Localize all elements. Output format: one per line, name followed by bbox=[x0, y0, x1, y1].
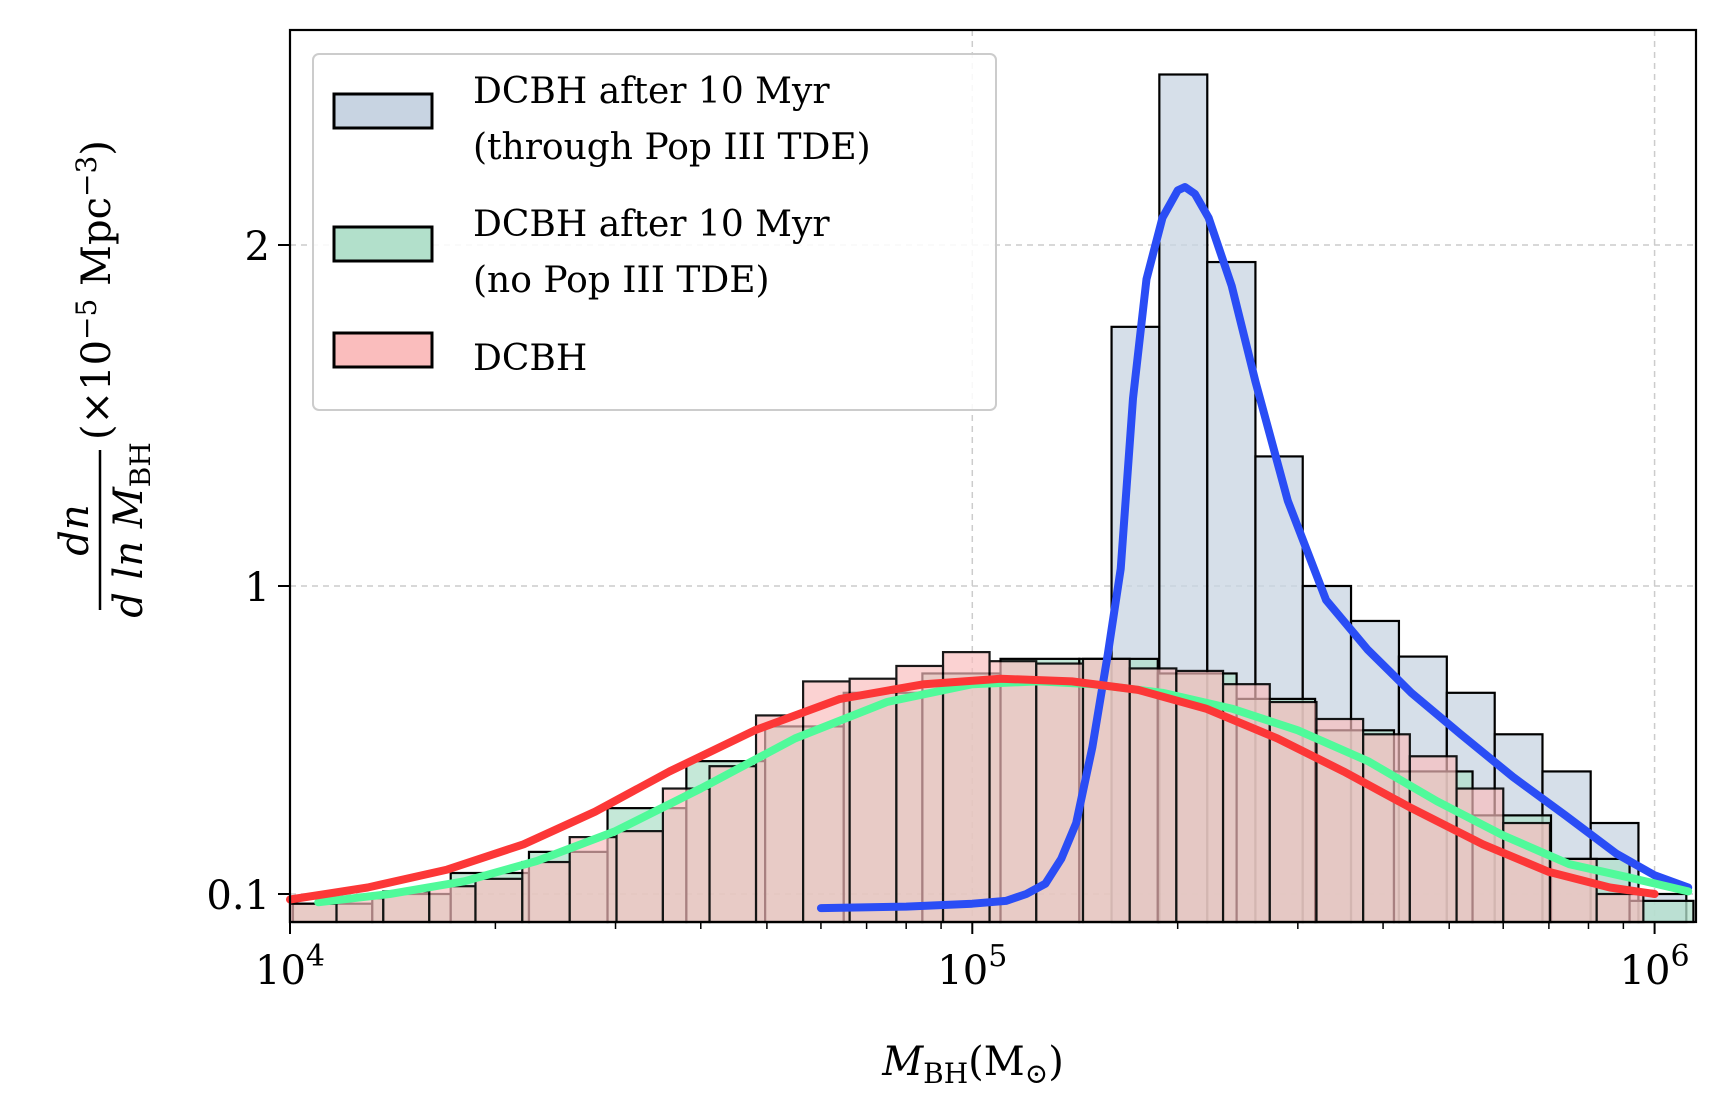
y-axis-numerator: dn bbox=[52, 504, 98, 555]
x-axis-title: MBH(M⊙) bbox=[881, 1039, 1064, 1090]
histogram-bar bbox=[615, 830, 665, 924]
plot-frame bbox=[288, 28, 1698, 924]
y-axis-title: dn d ln MBH (×10−5 Mpc−3) bbox=[52, 140, 157, 618]
x-tick-label: 105 bbox=[937, 939, 1007, 994]
legend-label: (through Pop III TDE) bbox=[473, 127, 871, 168]
histogram-bar bbox=[1408, 755, 1458, 924]
legend: DCBH after 10 Myr (through Pop III TDE) DC… bbox=[312, 53, 997, 411]
histogram-bar bbox=[1455, 787, 1505, 924]
histogram-bar bbox=[708, 765, 758, 924]
legend-swatch bbox=[332, 331, 434, 369]
histogram-bar bbox=[474, 877, 524, 924]
legend-swatch bbox=[332, 225, 434, 263]
legend-label: DCBH bbox=[473, 338, 587, 379]
histogram-bar bbox=[1081, 657, 1131, 924]
legend-swatch bbox=[332, 92, 434, 130]
legend-box bbox=[312, 53, 997, 411]
x-tick-label: 104 bbox=[255, 939, 325, 994]
legend-label: (no Pop III TDE) bbox=[473, 260, 770, 301]
histogram-bar bbox=[988, 660, 1038, 924]
series-lines bbox=[286, 183, 1693, 913]
histogram-bar bbox=[661, 787, 711, 924]
y-axis-scale: (×10−5 Mpc−3) bbox=[70, 140, 120, 440]
histogram-bar bbox=[288, 902, 338, 924]
axis-ticks: 104 105 106 0.1 1 2 bbox=[206, 224, 1689, 994]
y-tick-label: 0.1 bbox=[206, 873, 270, 919]
histogram-bar bbox=[428, 885, 477, 924]
y-tick-label: 1 bbox=[245, 565, 270, 611]
series-line-2 bbox=[286, 674, 1659, 904]
histogram-bar bbox=[1595, 892, 1645, 924]
legend-label: DCBH after 10 Myr bbox=[473, 204, 830, 245]
series-line-0 bbox=[816, 183, 1693, 913]
histogram-bar bbox=[941, 651, 991, 924]
x-tick-label: 106 bbox=[1620, 939, 1690, 994]
histogram-bar bbox=[521, 860, 571, 924]
y-axis-denominator: d ln MBH bbox=[106, 442, 157, 618]
y-tick-label: 2 bbox=[245, 224, 270, 270]
histogram-bar bbox=[1128, 667, 1178, 924]
histogram-bar bbox=[895, 664, 945, 924]
legend-label: DCBH after 10 Myr bbox=[473, 71, 830, 112]
